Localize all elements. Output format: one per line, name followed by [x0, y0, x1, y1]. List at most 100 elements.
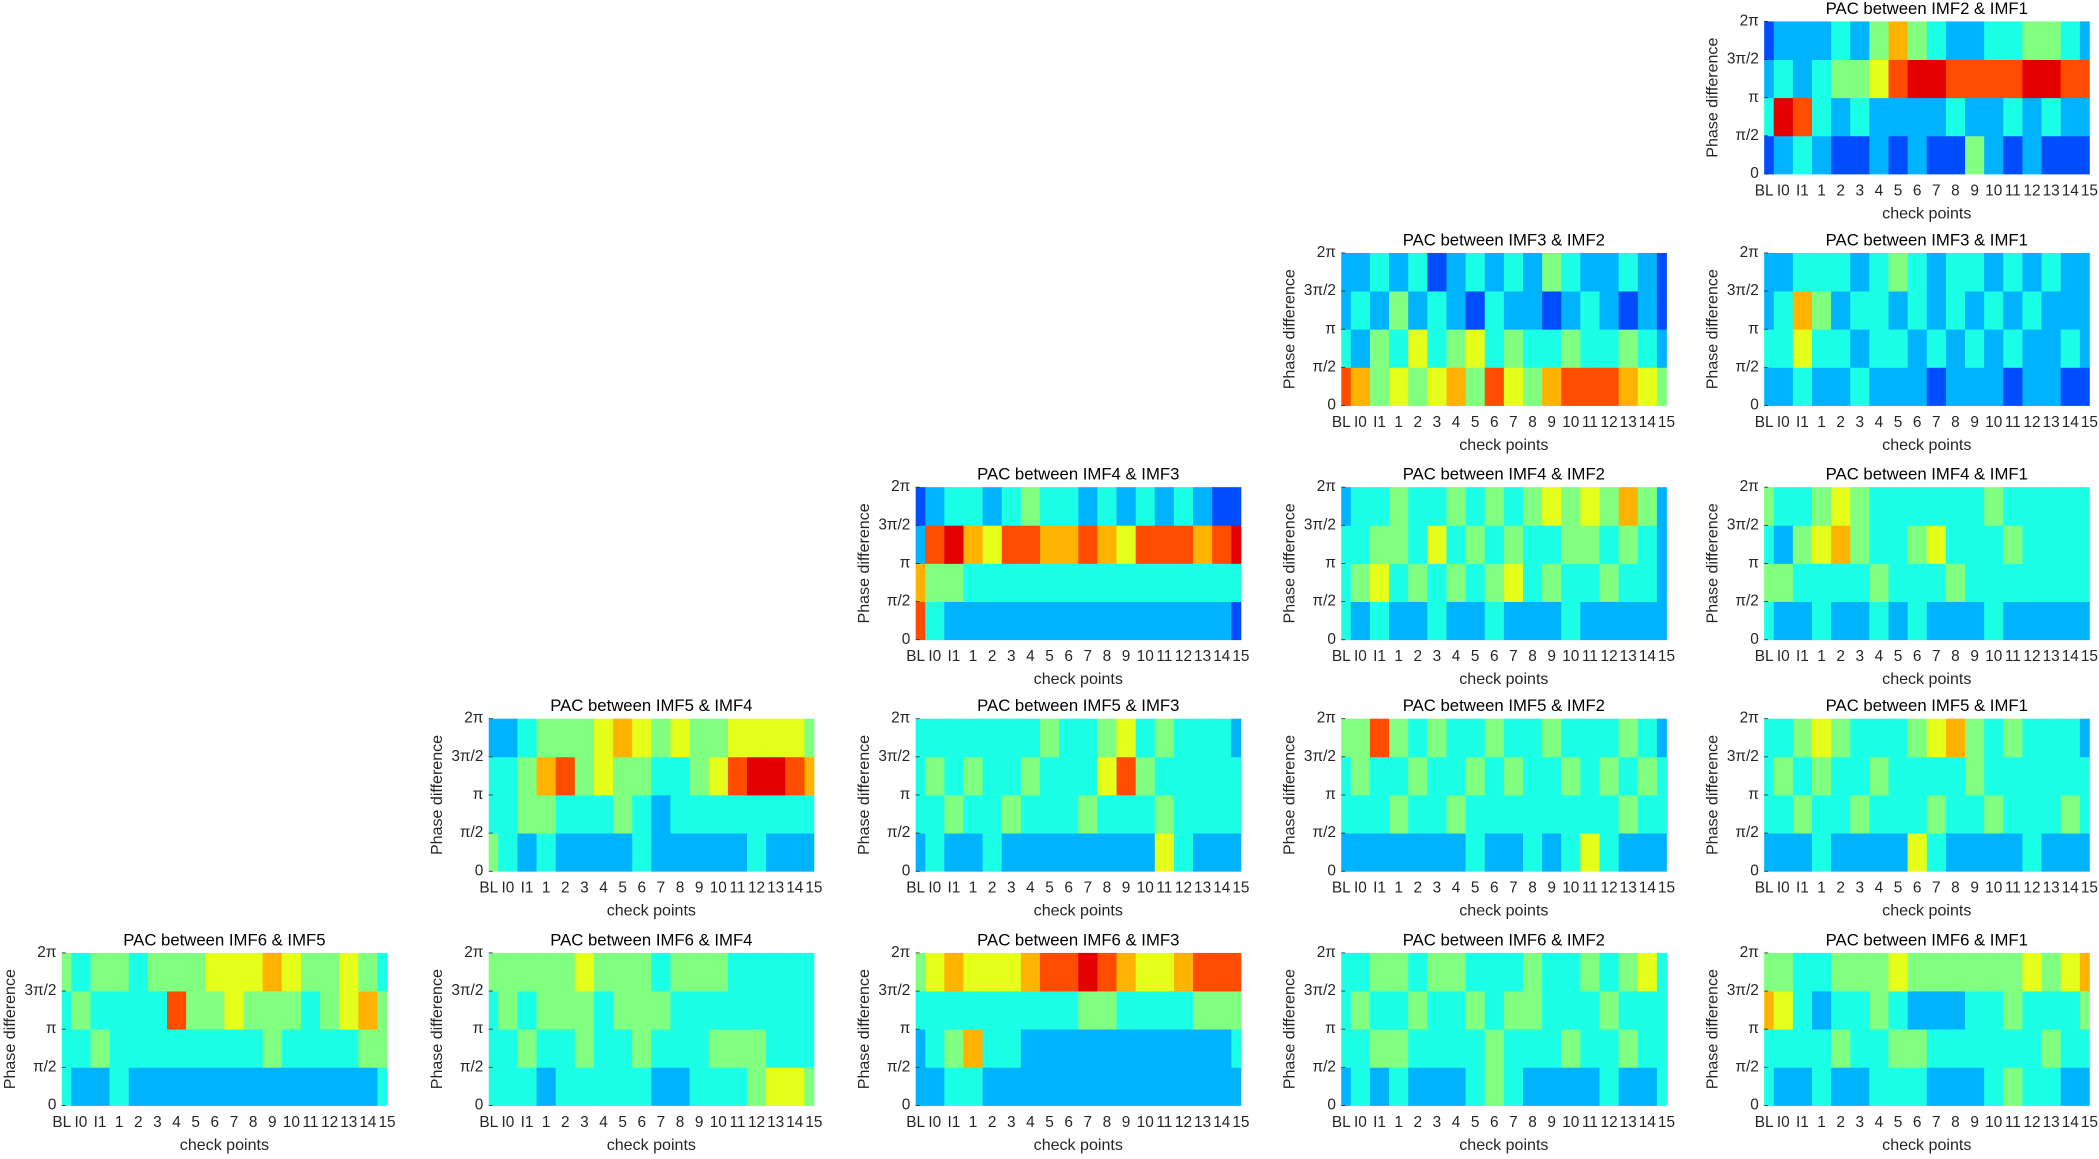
- heat-cell: [1484, 525, 1505, 564]
- heat-cell: [555, 991, 576, 1030]
- x-tick-label: BL: [1755, 648, 1774, 665]
- heat-cell: [1811, 833, 1832, 872]
- y-tick-label: π/2: [1735, 358, 1758, 375]
- x-tick-label: 9: [1970, 648, 1979, 665]
- heat-cell: [1231, 525, 1242, 564]
- heat-cell: [1078, 991, 1098, 1030]
- x-tick-label: 15: [805, 880, 822, 897]
- heat-cell: [1341, 794, 1352, 834]
- x-tick-label: I0: [1354, 1114, 1367, 1131]
- heat-cell: [1542, 1067, 1562, 1106]
- heat-cell: [1831, 563, 1851, 602]
- heat-cell: [1907, 487, 1928, 526]
- heat-cell: [167, 952, 187, 992]
- x-tick-label: 10: [1562, 414, 1579, 431]
- heat-cell: [1116, 563, 1137, 602]
- y-tick-label: 0: [1750, 165, 1759, 182]
- heat-cell: [1850, 59, 1870, 99]
- heat-cell: [2060, 21, 2081, 60]
- heat-cell: [1193, 952, 1213, 992]
- heat-cell: [243, 1029, 264, 1068]
- heat-cell: [1020, 794, 1041, 834]
- heat-cell: [498, 718, 518, 758]
- heat-cell: [1656, 1029, 1667, 1068]
- heat-cell: [708, 952, 729, 992]
- heat-cell: [689, 833, 710, 872]
- y-tick-label: π: [1748, 320, 1759, 337]
- heat-cell: [1465, 252, 1486, 292]
- heat-cell: [1116, 1067, 1137, 1106]
- x-tick-label: 2: [134, 1114, 143, 1131]
- heat-cell: [109, 1029, 130, 1068]
- heat-cell: [1484, 718, 1505, 758]
- heat-cell: [2022, 291, 2042, 330]
- heat-cell: [1522, 1029, 1543, 1068]
- heat-cell: [1580, 1029, 1600, 1068]
- heat-cell: [1116, 525, 1137, 564]
- y-tick-label: π: [1748, 786, 1759, 803]
- heat-cell: [1389, 756, 1409, 796]
- heat-cell: [2022, 563, 2042, 602]
- heat-cell: [1408, 991, 1428, 1030]
- heat-cell: [1869, 1067, 1889, 1106]
- heat-cell: [1059, 718, 1079, 758]
- heat-cell: [1926, 601, 1947, 641]
- heat-cell: [944, 601, 964, 641]
- heat-cell: [2003, 1029, 2023, 1068]
- heat-cell: [377, 1067, 388, 1106]
- heat-cell: [1542, 833, 1562, 872]
- heat-cell: [651, 794, 671, 834]
- x-tick-label: I1: [1796, 880, 1809, 897]
- heat-cell: [1965, 97, 1985, 137]
- heat-cell: [1907, 991, 1928, 1030]
- heat-cell: [2041, 952, 2062, 992]
- heat-cell: [2041, 718, 2062, 758]
- heat-cell: [1193, 1029, 1213, 1068]
- heat-cell: [1484, 833, 1505, 872]
- heat-cell: [1154, 1067, 1175, 1106]
- heat-cell: [915, 525, 926, 564]
- heat-cell: [205, 991, 225, 1030]
- heat-cell: [1389, 291, 1409, 330]
- heat-cell: [1484, 601, 1505, 641]
- heat-cell: [128, 1029, 149, 1068]
- heat-cell: [1389, 991, 1409, 1030]
- x-tick-label: 11: [1156, 880, 1172, 897]
- x-tick-label: 11: [1156, 648, 1172, 665]
- heat-cell: [1580, 367, 1600, 406]
- heat-cell: [1369, 367, 1390, 406]
- heat-cell: [1907, 135, 1928, 175]
- heat-cell: [1231, 833, 1242, 872]
- x-tick-label: 8: [1951, 648, 1960, 665]
- x-tick-label: 4: [1452, 648, 1461, 665]
- heat-cell: [1503, 833, 1524, 872]
- heat-cell: [1465, 291, 1486, 330]
- heat-cell: [1522, 1067, 1543, 1106]
- heat-cell: [1427, 487, 1447, 526]
- heat-cell: [1446, 291, 1467, 330]
- heat-cell: [1984, 833, 2004, 872]
- heat-cell: [804, 952, 815, 992]
- heat-cell: [746, 756, 767, 796]
- y-tick-label: 2π: [891, 478, 910, 495]
- x-tick-label: 5: [1045, 648, 1054, 665]
- heat-cell: [1888, 487, 1909, 526]
- heat-cell: [804, 756, 815, 796]
- x-axis-label: check points: [1034, 670, 1123, 688]
- heat-cell: [1965, 135, 1985, 175]
- x-tick-label: 10: [1137, 1114, 1154, 1131]
- x-tick-label: 9: [1547, 1114, 1556, 1131]
- heat-cell: [1484, 367, 1505, 406]
- heat-cell: [1522, 367, 1543, 406]
- heat-cell: [982, 718, 1003, 758]
- y-tick-label: 3π/2: [1727, 748, 1759, 765]
- heat-cell: [1040, 794, 1060, 834]
- x-tick-label: 7: [1509, 1114, 1518, 1131]
- heat-cell: [1059, 756, 1079, 796]
- heat-cell: [915, 487, 926, 526]
- heat-cell: [1542, 756, 1562, 796]
- x-tick-label: 2: [1413, 880, 1422, 897]
- x-tick-label: 5: [618, 880, 627, 897]
- heat-cell: [1850, 952, 1870, 992]
- x-tick-label: 8: [1951, 880, 1960, 897]
